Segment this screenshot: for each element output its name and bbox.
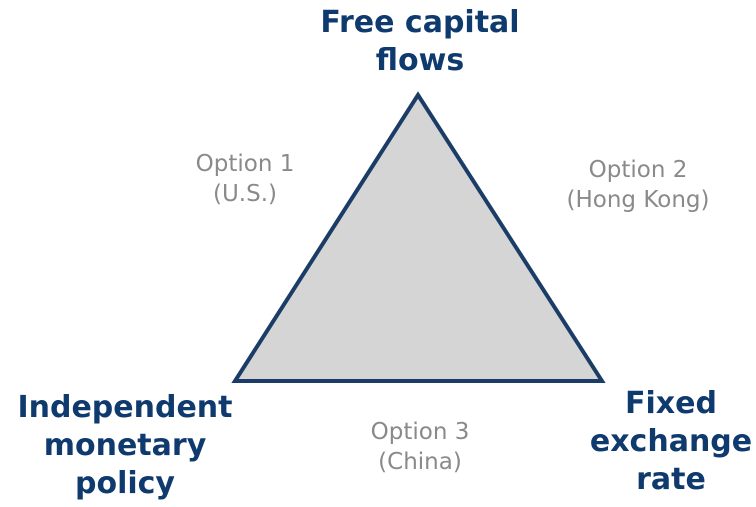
corner-label-line: policy <box>75 466 175 501</box>
corner-label-free-capital-flows: Free capital flows <box>290 4 550 80</box>
option-3-label: Option 3 (China) <box>330 417 510 477</box>
option-title: Option 3 <box>370 419 470 445</box>
corner-label-line: flows <box>375 43 465 78</box>
corner-label-line: Independent <box>17 390 233 425</box>
corner-label-line: exchange <box>589 424 753 459</box>
option-example: (Hong Kong) <box>566 187 710 213</box>
option-1-label: Option 1 (U.S.) <box>155 149 335 209</box>
option-2-label: Option 2 (Hong Kong) <box>540 155 736 215</box>
option-example: (U.S.) <box>212 181 277 207</box>
corner-label-line: Free capital <box>320 5 520 40</box>
option-title: Option 1 <box>195 151 295 177</box>
corner-label-line: rate <box>636 462 706 497</box>
corner-label-line: Fixed <box>625 386 717 421</box>
corner-label-fixed-exchange-rate: Fixed exchange rate <box>586 385 756 499</box>
corner-label-independent-monetary-policy: Independent monetary policy <box>0 389 250 503</box>
option-title: Option 2 <box>588 157 688 183</box>
corner-label-line: monetary <box>43 428 207 463</box>
option-example: (China) <box>378 449 462 475</box>
triangle-shape <box>231 91 606 383</box>
